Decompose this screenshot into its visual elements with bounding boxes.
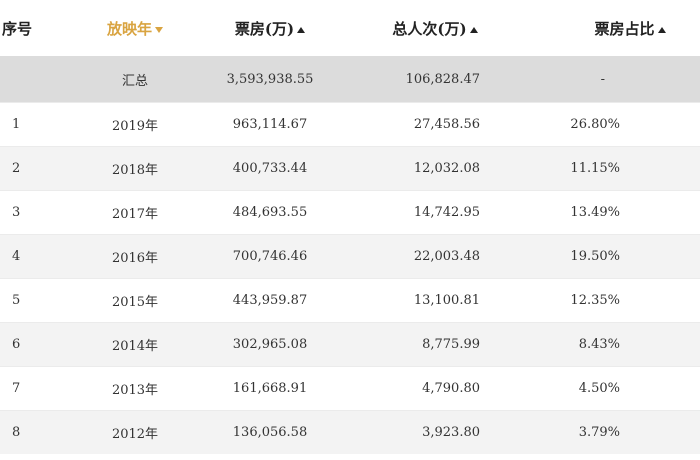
table-header: 序号 放映年 票房(万) 总人次(万) 票房占比 [0,0,700,56]
header-share-label: 票房占比 [594,19,655,38]
row-year: 2013年 [111,383,159,398]
row-box-office: 963,114.67 [232,117,308,132]
row-year: 2015年 [111,295,159,310]
row-audience: 22,003.48 [413,249,480,264]
header-audience-sort[interactable]: 总人次(万) [340,18,500,39]
header-box-office-sort[interactable]: 票房(万) [200,18,340,39]
caret-up-icon [657,26,666,33]
row-audience: 4,790.80 [422,381,480,396]
row-box-office: 484,693.55 [232,205,308,220]
row-audience: 3,923.80 [422,425,480,440]
row-index: 6 [12,337,21,352]
row-box-office: 136,056.58 [232,425,308,440]
row-share: 3.79% [578,425,620,440]
row-year: 2016年 [111,251,159,266]
header-box-office-label: 票房(万) [234,19,295,38]
summary-row: 汇总 3,593,938.55 106,828.47 - [0,56,700,102]
table-row[interactable]: 2 2018年 400,733.44 12,032.08 11.15% [0,146,700,190]
header-audience-label: 总人次(万) [392,19,467,38]
summary-audience: 106,828.47 [405,71,480,87]
summary-box-office: 3,593,938.55 [226,71,314,87]
row-share: 13.49% [570,205,620,220]
table-row[interactable]: 3 2017年 484,693.55 14,742.95 13.49% [0,190,700,234]
row-index: 5 [12,293,21,308]
row-share: 8.43% [578,337,620,352]
row-share: 19.50% [570,249,620,264]
table-row[interactable]: 4 2016年 700,746.46 22,003.48 19.50% [0,234,700,278]
row-index: 4 [12,249,21,264]
table-row[interactable]: 8 2012年 136,056.58 3,923.80 3.79% [0,410,700,454]
caret-up-icon [469,26,478,33]
caret-up-icon [297,26,306,33]
row-index: 3 [12,205,21,220]
row-index: 2 [12,161,21,176]
row-share: 12.35% [570,293,620,308]
row-year: 2012年 [111,427,159,442]
header-year-sort[interactable]: 放映年 [70,18,200,39]
row-year: 2018年 [111,163,159,178]
row-index: 7 [12,381,21,396]
row-share: 26.80% [570,117,620,132]
header-share-sort[interactable]: 票房占比 [500,18,700,39]
header-year-label: 放映年 [106,19,152,38]
summary-label: 汇总 [121,73,148,89]
summary-share: - [600,71,605,87]
table-row[interactable]: 5 2015年 443,959.87 13,100.81 12.35% [0,278,700,322]
row-share: 11.15% [570,161,620,176]
table-row[interactable]: 6 2014年 302,965.08 8,775.99 8.43% [0,322,700,366]
header-index: 序号 [2,19,33,38]
row-box-office: 443,959.87 [232,293,308,308]
row-audience: 14,742.95 [413,205,480,220]
row-audience: 12,032.08 [413,161,480,176]
row-box-office: 700,746.46 [232,249,308,264]
row-box-office: 400,733.44 [232,161,308,176]
row-year: 2017年 [111,207,159,222]
caret-down-icon [155,26,163,33]
row-index: 1 [12,117,21,132]
row-year: 2014年 [111,339,159,354]
row-share: 4.50% [578,381,620,396]
row-year: 2019年 [111,119,159,134]
row-audience: 8,775.99 [422,337,480,352]
row-audience: 27,458.56 [413,117,480,132]
row-audience: 13,100.81 [413,293,480,308]
row-box-office: 302,965.08 [232,337,308,352]
table-row[interactable]: 1 2019年 963,114.67 27,458.56 26.80% [0,102,700,146]
row-index: 8 [12,425,21,440]
row-box-office: 161,668.91 [232,381,308,396]
table-row[interactable]: 7 2013年 161,668.91 4,790.80 4.50% [0,366,700,410]
